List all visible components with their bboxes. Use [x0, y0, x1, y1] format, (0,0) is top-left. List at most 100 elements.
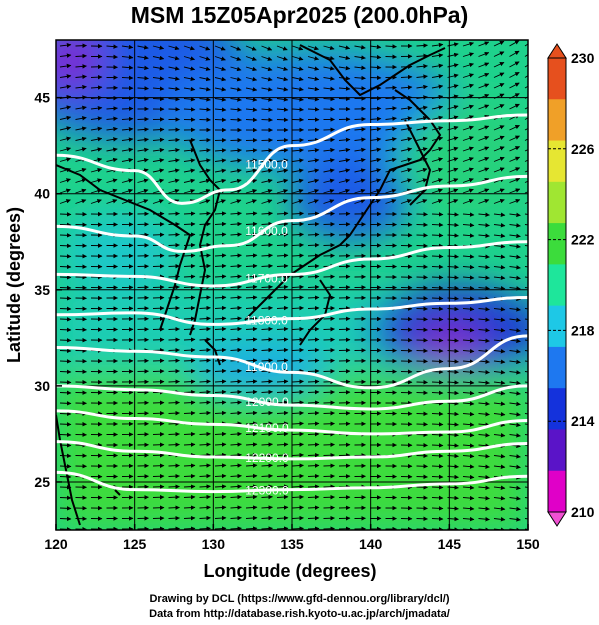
wind-arrow [199, 263, 211, 269]
wind-arrow [524, 117, 528, 120]
wind-arrow [230, 316, 242, 321]
wind-arrow [183, 526, 196, 530]
wind-arrow [168, 358, 180, 363]
wind-arrow [183, 389, 196, 395]
wind-arrow [369, 188, 381, 194]
wind-arrow [214, 494, 227, 500]
wind-arrow [245, 431, 258, 437]
wind-arrow [152, 96, 165, 102]
wind-arrow [121, 188, 133, 194]
wind-arrow [338, 188, 350, 194]
wind-arrow [447, 306, 459, 312]
wind-arrow [183, 274, 196, 279]
wind-arrow [509, 433, 521, 438]
wind-arrow [276, 211, 289, 216]
wind-arrow [292, 379, 304, 384]
wind-arrow [292, 56, 304, 61]
wind-arrow [199, 379, 211, 384]
wind-arrow [447, 222, 459, 228]
wind-arrow [245, 337, 258, 342]
wind-arrow [137, 188, 149, 194]
wind-arrow [431, 63, 444, 69]
wind-arrow [385, 126, 397, 132]
wind-arrow [90, 188, 102, 194]
wind-arrow [276, 452, 289, 458]
wind-arrow [292, 326, 304, 332]
wind-arrow [183, 97, 196, 102]
wind-arrow [261, 305, 273, 311]
wind-arrow [59, 432, 72, 438]
wind-arrow [462, 485, 475, 490]
wind-arrow [214, 526, 227, 530]
wind-arrow [462, 167, 474, 173]
wind-arrow [276, 199, 288, 204]
wind-arrow [509, 391, 521, 396]
wind-arrow [307, 463, 320, 468]
wind-arrow [307, 107, 320, 112]
wind-arrow [509, 61, 520, 68]
wind-arrow [493, 244, 506, 249]
wind-arrow [493, 328, 506, 333]
wind-arrow [447, 84, 459, 89]
wind-arrow [447, 105, 459, 110]
wind-arrow [509, 359, 521, 365]
wind-arrow [276, 148, 289, 153]
wind-arrow [59, 115, 72, 121]
wind-arrow [431, 443, 444, 448]
wind-arrow [276, 232, 289, 237]
wind-arrow [431, 243, 444, 249]
wind-arrow [524, 434, 528, 436]
wind-arrow [447, 432, 459, 438]
wind-arrow [199, 242, 211, 248]
colorbar-max-arrow [547, 43, 567, 59]
wind-arrow [431, 212, 444, 217]
wind-arrow [214, 463, 227, 468]
wind-arrow [292, 45, 304, 51]
wind-arrow [230, 515, 242, 521]
wind-arrow [292, 305, 304, 311]
wind-arrow [183, 188, 196, 194]
wind-arrow [323, 66, 335, 71]
wind-arrow [137, 86, 149, 91]
wind-arrow [199, 484, 211, 489]
wind-arrow [230, 199, 242, 204]
wind-arrow [199, 188, 211, 194]
wind-arrow [183, 242, 196, 248]
wind-arrow [431, 453, 444, 459]
wind-arrow [524, 106, 528, 110]
wind-arrow [307, 452, 320, 458]
wind-arrow [509, 401, 521, 407]
wind-arrow [478, 222, 490, 228]
wind-arrow [493, 104, 505, 110]
wind-arrow [230, 253, 242, 258]
wind-arrow [137, 178, 149, 183]
wind-arrow [292, 263, 304, 269]
wind-arrow [307, 76, 320, 81]
wind-arrow [292, 242, 304, 248]
wind-arrow [447, 188, 459, 194]
wind-arrow [493, 188, 505, 194]
wind-arrow [462, 94, 474, 99]
wind-arrow [199, 505, 211, 510]
wind-arrow [230, 178, 242, 184]
wind-arrow [478, 506, 490, 511]
wind-arrow [462, 52, 474, 57]
wind-arrow [230, 347, 242, 353]
wind-arrow [447, 212, 459, 217]
wind-arrow [214, 117, 227, 123]
wind-arrow [338, 86, 351, 91]
wind-arrow [292, 188, 304, 194]
wind-arrow [447, 348, 459, 354]
wind-arrow [230, 211, 242, 216]
wind-arrow [183, 295, 196, 300]
wind-arrow [416, 64, 428, 69]
wind-arrow [431, 222, 444, 228]
wind-arrow [199, 347, 211, 353]
wind-arrow [462, 411, 475, 417]
wind-arrow [230, 326, 242, 332]
wind-arrow [292, 178, 304, 184]
wind-arrow [214, 358, 227, 363]
wind-arrow [447, 178, 459, 183]
wind-arrow [292, 137, 304, 143]
wind-arrow [323, 45, 335, 51]
